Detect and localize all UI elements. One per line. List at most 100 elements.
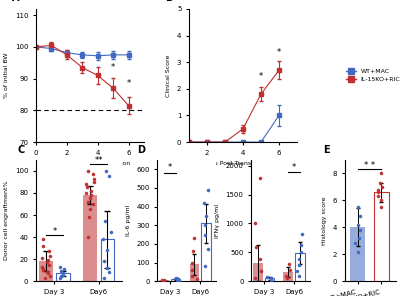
Point: [378, 205, 384, 209]
Point: [258, 269, 264, 274]
Text: *: *: [126, 79, 131, 88]
Point: [84, 185, 90, 190]
Point: [46, 249, 52, 254]
Point: [175, 277, 182, 282]
Point: [202, 264, 208, 269]
Point: [44, 270, 50, 275]
Point: [357, 214, 363, 219]
Point: [90, 172, 96, 176]
Point: [57, 265, 63, 269]
Point: [87, 207, 93, 212]
Point: [103, 168, 109, 173]
Y-axis label: % of initial BW: % of initial BW: [4, 53, 9, 98]
Text: B: B: [165, 0, 173, 3]
Bar: [190, 264, 199, 281]
X-axis label: Days Post-Transplantation: Days Post-Transplantation: [202, 161, 284, 166]
Point: [159, 278, 165, 282]
Point: [104, 266, 110, 270]
Point: [88, 193, 94, 197]
Point: [201, 200, 207, 205]
Point: [88, 188, 94, 193]
Point: [256, 176, 263, 181]
Point: [190, 236, 197, 241]
Bar: [265, 278, 274, 281]
Point: [356, 228, 363, 232]
Point: [296, 257, 302, 262]
Point: [91, 176, 98, 181]
Point: [205, 187, 211, 192]
Bar: [83, 195, 97, 281]
Point: [264, 274, 270, 279]
Bar: [374, 192, 388, 281]
Point: [40, 237, 46, 242]
Bar: [159, 280, 169, 281]
Point: [175, 276, 181, 281]
Bar: [39, 261, 53, 281]
Point: [352, 241, 358, 246]
Text: *: *: [168, 163, 172, 173]
Text: *: *: [292, 163, 296, 172]
Point: [355, 222, 362, 227]
X-axis label: Days Post-Transplantation: Days Post-Transplantation: [49, 161, 131, 166]
Point: [39, 265, 45, 269]
Text: *: *: [277, 48, 281, 57]
Point: [86, 215, 92, 220]
Point: [298, 250, 304, 255]
Point: [104, 248, 111, 253]
Y-axis label: IFNγ pg/ml: IFNγ pg/ml: [215, 204, 220, 237]
Y-axis label: Histology score: Histology score: [322, 196, 327, 245]
Point: [90, 202, 96, 206]
Point: [188, 260, 195, 265]
Bar: [201, 223, 211, 281]
Point: [102, 218, 108, 223]
Point: [299, 232, 306, 237]
Point: [42, 276, 48, 280]
Point: [46, 262, 52, 267]
Point: [379, 184, 385, 189]
Text: A: A: [12, 0, 20, 3]
Point: [58, 273, 64, 278]
Point: [87, 196, 94, 201]
Point: [268, 276, 274, 280]
Point: [378, 171, 384, 176]
Point: [256, 257, 263, 262]
Y-axis label: IL-6 pg/ml: IL-6 pg/ml: [126, 205, 131, 236]
Point: [354, 205, 361, 209]
Point: [194, 277, 200, 282]
Point: [202, 232, 208, 237]
Point: [375, 190, 381, 194]
Point: [376, 180, 383, 185]
Point: [61, 267, 67, 271]
Point: [190, 249, 196, 254]
Point: [47, 273, 53, 278]
Text: **: **: [94, 156, 103, 165]
Point: [101, 259, 107, 264]
Point: [44, 260, 50, 265]
Point: [176, 278, 182, 283]
Point: [188, 273, 195, 278]
Text: E: E: [324, 144, 330, 155]
Point: [296, 274, 302, 278]
Point: [44, 258, 51, 263]
Point: [40, 244, 46, 248]
Text: D: D: [137, 144, 145, 155]
Point: [202, 223, 208, 228]
Bar: [100, 239, 114, 281]
Point: [252, 221, 258, 226]
Point: [108, 229, 114, 234]
Point: [60, 272, 66, 277]
Point: [106, 270, 112, 275]
Point: [286, 262, 292, 267]
Point: [203, 213, 210, 218]
Point: [85, 168, 92, 173]
Bar: [295, 253, 305, 281]
Point: [58, 269, 64, 274]
Bar: [253, 263, 262, 281]
Point: [45, 271, 51, 276]
Point: [374, 187, 381, 192]
Bar: [350, 227, 365, 281]
Point: [40, 268, 46, 273]
Point: [100, 237, 106, 242]
Point: [356, 236, 363, 240]
Point: [205, 247, 211, 252]
